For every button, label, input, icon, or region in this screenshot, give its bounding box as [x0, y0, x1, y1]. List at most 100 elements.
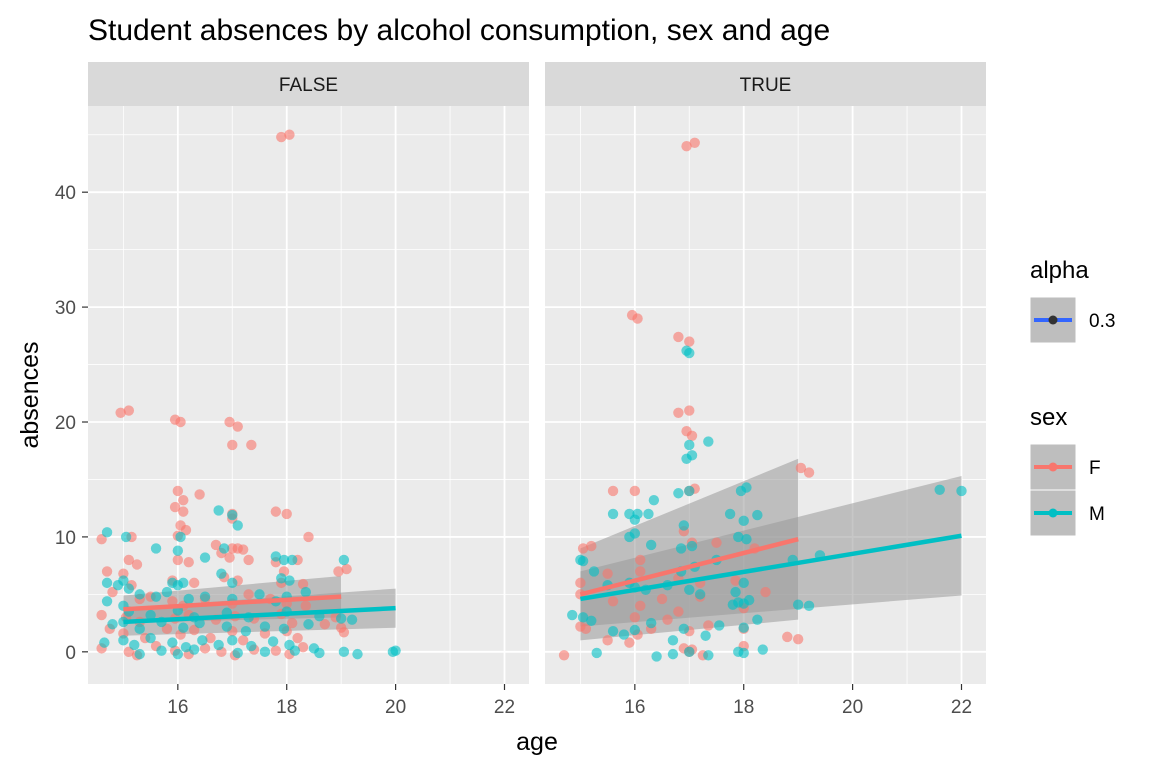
- data-point-m: [107, 619, 118, 630]
- data-point-f: [577, 543, 589, 554]
- data-point-f: [210, 539, 222, 551]
- data-point-f: [178, 506, 189, 517]
- fit-line-f: [579, 537, 799, 597]
- data-point-m: [183, 593, 194, 605]
- data-point-m: [667, 648, 679, 660]
- data-point-f: [681, 141, 692, 152]
- data-point-m: [284, 575, 295, 586]
- data-point-m: [240, 625, 252, 637]
- data-point-f: [558, 650, 570, 661]
- data-point-m: [667, 635, 679, 646]
- data-point-f: [284, 129, 295, 140]
- data-point-m: [792, 599, 804, 610]
- data-point-m: [232, 520, 243, 531]
- x-tick-label: 18: [276, 697, 297, 718]
- data-point-m: [213, 505, 224, 516]
- data-point-m: [123, 583, 135, 594]
- data-point-m: [607, 508, 619, 520]
- data-point-f: [169, 501, 181, 513]
- data-point-f: [237, 635, 249, 646]
- data-point-m: [199, 552, 211, 563]
- data-point-m: [289, 645, 301, 656]
- data-point-m: [738, 515, 749, 527]
- x-tick-label: 18: [733, 697, 754, 718]
- data-point-f: [183, 556, 194, 568]
- data-point-m: [346, 614, 358, 625]
- data-point-f: [338, 627, 350, 638]
- data-point-m: [684, 584, 695, 595]
- data-point-m: [684, 439, 695, 451]
- data-point-f: [624, 637, 635, 648]
- data-point-f: [237, 544, 249, 555]
- data-point-m: [161, 586, 173, 598]
- data-point-m: [752, 509, 763, 521]
- data-point-m: [703, 650, 714, 661]
- legend-key-alpha: [1029, 296, 1077, 344]
- legend-title-sex: sex: [1030, 404, 1067, 431]
- data-point-f: [175, 416, 186, 428]
- data-point-m: [629, 528, 641, 539]
- data-point-m: [352, 648, 363, 660]
- data-point-f: [602, 568, 613, 579]
- data-point-f: [131, 559, 143, 570]
- confidence-ribbon-m: [580, 476, 962, 627]
- data-point-m: [577, 555, 589, 567]
- data-point-f: [101, 566, 113, 577]
- data-point-f: [711, 537, 722, 548]
- data-point-m: [118, 635, 129, 646]
- data-point-m: [338, 646, 350, 658]
- fit-line-f: [123, 594, 342, 612]
- data-point-m: [724, 508, 736, 520]
- data-point-m: [278, 623, 290, 635]
- y-tick-label: 20: [55, 413, 76, 434]
- data-point-m: [270, 551, 282, 562]
- fit-lines-true: [579, 533, 962, 602]
- data-point-m: [150, 591, 162, 602]
- data-point-m: [134, 589, 145, 600]
- data-point-f: [300, 600, 311, 612]
- y-tick-label: 0: [65, 643, 76, 664]
- data-point-m: [178, 622, 189, 633]
- data-point-m: [741, 534, 752, 545]
- data-point-f: [760, 586, 771, 598]
- y-axis-title: absences: [16, 341, 44, 448]
- data-point-m: [156, 645, 167, 656]
- data-point-m: [577, 612, 589, 623]
- data-point-f: [224, 552, 235, 563]
- data-point-f: [286, 617, 298, 629]
- x-tick-label: 20: [842, 697, 863, 718]
- data-point-m: [180, 642, 192, 653]
- data-point-m: [300, 586, 311, 598]
- data-point-f: [673, 331, 684, 343]
- data-point-f: [281, 508, 292, 520]
- data-point-m: [194, 617, 205, 629]
- legend: alpha 0.3 sex F M: [1029, 257, 1115, 537]
- data-point-f: [689, 137, 700, 148]
- data-point-m: [678, 520, 690, 531]
- data-point-f: [635, 566, 646, 577]
- data-point-m: [738, 622, 749, 633]
- legend-label-f: F: [1089, 458, 1101, 479]
- strip-label-true: TRUE: [740, 75, 792, 96]
- data-point-m: [335, 613, 347, 624]
- x-tick-label: 16: [624, 697, 645, 718]
- data-point-m: [150, 543, 162, 554]
- legend-alpha-point: [1048, 315, 1058, 325]
- data-point-f: [178, 494, 189, 506]
- data-point-m: [254, 589, 265, 600]
- data-point-m: [651, 651, 662, 662]
- strip-false: [88, 62, 529, 106]
- data-point-m: [303, 619, 314, 630]
- data-point-f: [635, 600, 646, 612]
- data-point-m: [703, 436, 714, 447]
- data-point-f: [123, 554, 135, 566]
- data-point-m: [956, 485, 967, 497]
- data-point-m: [643, 508, 654, 520]
- data-point-f: [232, 421, 243, 432]
- data-point-f: [629, 485, 641, 497]
- data-point-f: [629, 612, 641, 623]
- data-point-m: [188, 644, 200, 655]
- data-point-f: [243, 554, 254, 566]
- data-point-m: [700, 630, 711, 641]
- data-point-f: [341, 563, 352, 575]
